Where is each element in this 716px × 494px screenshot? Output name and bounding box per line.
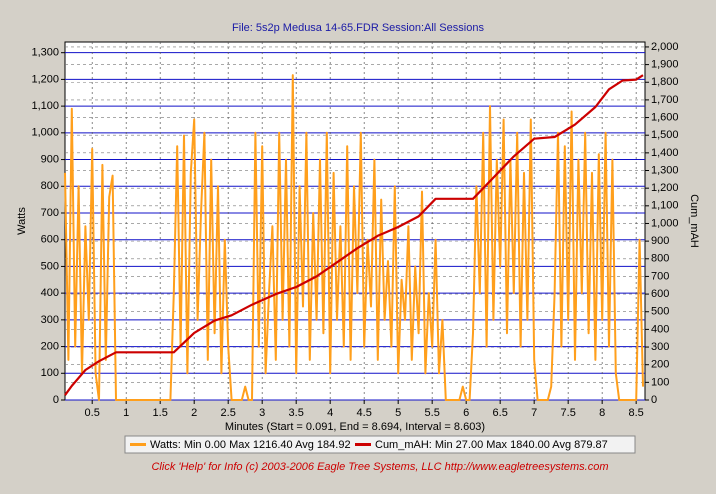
y2-tick-label: 100 [651,376,669,388]
y2-tick-label: 2,000 [651,41,679,53]
y-tick-label: 1,300 [31,47,59,59]
y2-tick-label: 500 [651,306,669,318]
y2-tick-label: 1,300 [651,164,679,176]
y-tick-label: 100 [41,367,59,379]
x-tick-label: 3 [259,407,265,419]
footer: Click 'Help' for Info (c) 2003-2006 Eagl… [151,461,608,473]
y2-tick-label: 0 [651,394,657,406]
x-tick-label: 6 [463,407,469,419]
y2-tick-label: 1,200 [651,182,679,194]
x-tick-label: 7.5 [561,407,576,419]
y-axis-label: Watts [16,207,28,235]
x-tick-label: 2 [191,407,197,419]
x-tick-label: 7 [531,407,537,419]
legend-label: Watts: Min 0.00 Max 1216.40 Avg 184.92 [150,439,351,451]
y2-tick-label: 300 [651,341,669,353]
x-axis-label: Minutes (Start = 0.091, End = 8.694, Int… [225,421,485,433]
y-tick-label: 200 [41,340,59,352]
legend [124,435,636,454]
y2-tick-label: 1,500 [651,129,679,141]
x-tick-label: 5.5 [425,407,440,419]
y-tick-label: 800 [41,180,59,192]
y-tick-label: 700 [41,207,59,219]
x-tick-label: 8.5 [629,407,644,419]
y2-axis-label: Cum_mAH [688,194,700,248]
y2-tick-label: 1,400 [651,147,679,159]
y-tick-label: 0 [53,394,59,406]
y-tick-label: 300 [41,314,59,326]
chart-title: File: 5s2p Medusa 14-65.FDR Session:All … [232,22,484,34]
y-tick-label: 900 [41,153,59,165]
y-tick-label: 600 [41,234,59,246]
x-tick-label: 2.5 [221,407,236,419]
legend-label: Cum_mAH: Min 27.00 Max 1840.00 Avg 879.8… [375,439,608,451]
y2-tick-label: 1,600 [651,111,679,123]
x-tick-label: 3.5 [289,407,304,419]
y-tick-label: 400 [41,287,59,299]
y-tick-label: 1,000 [31,127,59,139]
x-tick-label: 4.5 [357,407,372,419]
x-tick-label: 1 [123,407,129,419]
y2-tick-label: 1,700 [651,94,679,106]
y2-tick-label: 1,100 [651,200,679,212]
x-tick-label: 0.5 [85,407,100,419]
y2-tick-label: 1,000 [651,217,679,229]
y2-tick-label: 1,800 [651,76,679,88]
series-line [64,74,644,396]
y2-tick-label: 1,900 [651,59,679,71]
series-line [64,74,644,401]
x-tick-label: 6.5 [493,407,508,419]
y2-tick-label: 400 [651,323,669,335]
x-tick-label: 4 [327,407,333,419]
y2-tick-label: 200 [651,359,669,371]
y2-tick-label: 700 [651,270,669,282]
y-tick-label: 1,100 [31,100,59,112]
y-tick-label: 500 [41,260,59,272]
y-tick-label: 1,200 [31,73,59,85]
y2-tick-label: 900 [651,235,669,247]
x-tick-label: 1.5 [153,407,168,419]
x-tick-label: 5 [395,407,401,419]
x-tick-label: 8 [599,407,605,419]
y2-tick-label: 800 [651,253,669,265]
y2-tick-label: 600 [651,288,669,300]
